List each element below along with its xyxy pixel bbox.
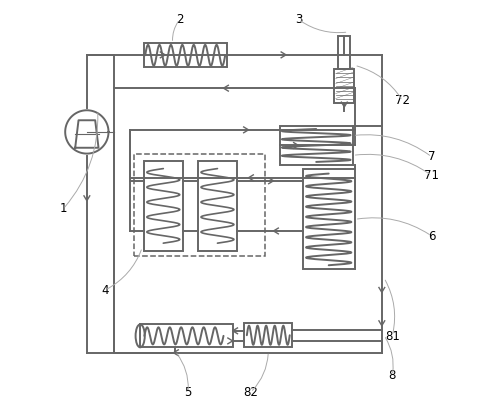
Bar: [338, 36, 350, 69]
Text: 7: 7: [428, 150, 435, 163]
Text: 72: 72: [395, 94, 410, 107]
Text: 8: 8: [389, 369, 396, 382]
Bar: [134, 153, 265, 256]
Text: 4: 4: [101, 284, 108, 297]
Bar: [140, 324, 233, 347]
Text: 81: 81: [385, 329, 400, 343]
Text: 5: 5: [184, 386, 192, 399]
Bar: [334, 69, 354, 103]
Text: 3: 3: [295, 13, 302, 26]
Text: 1: 1: [59, 202, 67, 216]
Bar: [303, 169, 355, 270]
Text: 82: 82: [243, 386, 258, 399]
Bar: [198, 161, 237, 251]
Bar: [280, 126, 353, 165]
Text: 71: 71: [424, 169, 439, 182]
Text: 6: 6: [428, 229, 435, 242]
Bar: [245, 323, 292, 347]
Bar: [144, 43, 227, 67]
Text: 2: 2: [176, 13, 183, 26]
Bar: [144, 161, 183, 251]
